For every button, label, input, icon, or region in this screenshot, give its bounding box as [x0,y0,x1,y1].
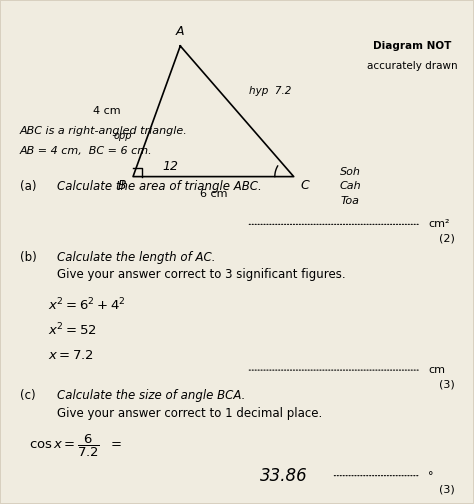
Text: Diagram NOT: Diagram NOT [373,41,451,51]
Text: $x = 7.2$: $x = 7.2$ [48,349,93,361]
Text: (3): (3) [439,379,455,389]
Text: Give your answer correct to 3 significant figures.: Give your answer correct to 3 significan… [57,268,346,281]
Text: C: C [301,179,310,192]
Text: Calculate the size of angle BCA.: Calculate the size of angle BCA. [57,389,246,402]
Text: AB = 4 cm,  BC = 6 cm.: AB = 4 cm, BC = 6 cm. [19,147,152,156]
Text: (3): (3) [439,485,455,495]
Text: Calculate the area of triangle ABC.: Calculate the area of triangle ABC. [57,180,262,193]
Text: Calculate the length of AC.: Calculate the length of AC. [57,250,216,264]
Text: $x^2 = 52$: $x^2 = 52$ [48,322,97,338]
Text: B: B [117,179,126,192]
Text: A: A [176,25,184,38]
Text: (b): (b) [19,250,36,264]
Text: 4 cm: 4 cm [93,106,121,116]
Text: ABC is a right-angled triangle.: ABC is a right-angled triangle. [19,127,187,137]
Text: °: ° [428,471,434,481]
Text: 6 cm: 6 cm [200,189,227,199]
Text: cm: cm [428,365,446,375]
Text: $\cos x = \dfrac{6}{7.2}$  $=$: $\cos x = \dfrac{6}{7.2}$ $=$ [29,432,122,459]
Text: 33.86: 33.86 [260,467,308,485]
Text: (c): (c) [19,389,35,402]
Text: (a): (a) [19,180,36,193]
Text: Soh
Cah
Toa: Soh Cah Toa [339,166,361,206]
Text: (2): (2) [439,233,455,243]
Text: opp: opp [113,132,132,142]
Text: cm²: cm² [428,219,450,229]
Text: Give your answer correct to 1 decimal place.: Give your answer correct to 1 decimal pl… [57,407,323,420]
Text: 12: 12 [163,160,179,173]
Text: hyp  7.2: hyp 7.2 [249,86,291,96]
Text: $x^2 = 6^2 + 4^2$: $x^2 = 6^2 + 4^2$ [48,296,126,313]
Text: accurately drawn: accurately drawn [366,61,457,71]
